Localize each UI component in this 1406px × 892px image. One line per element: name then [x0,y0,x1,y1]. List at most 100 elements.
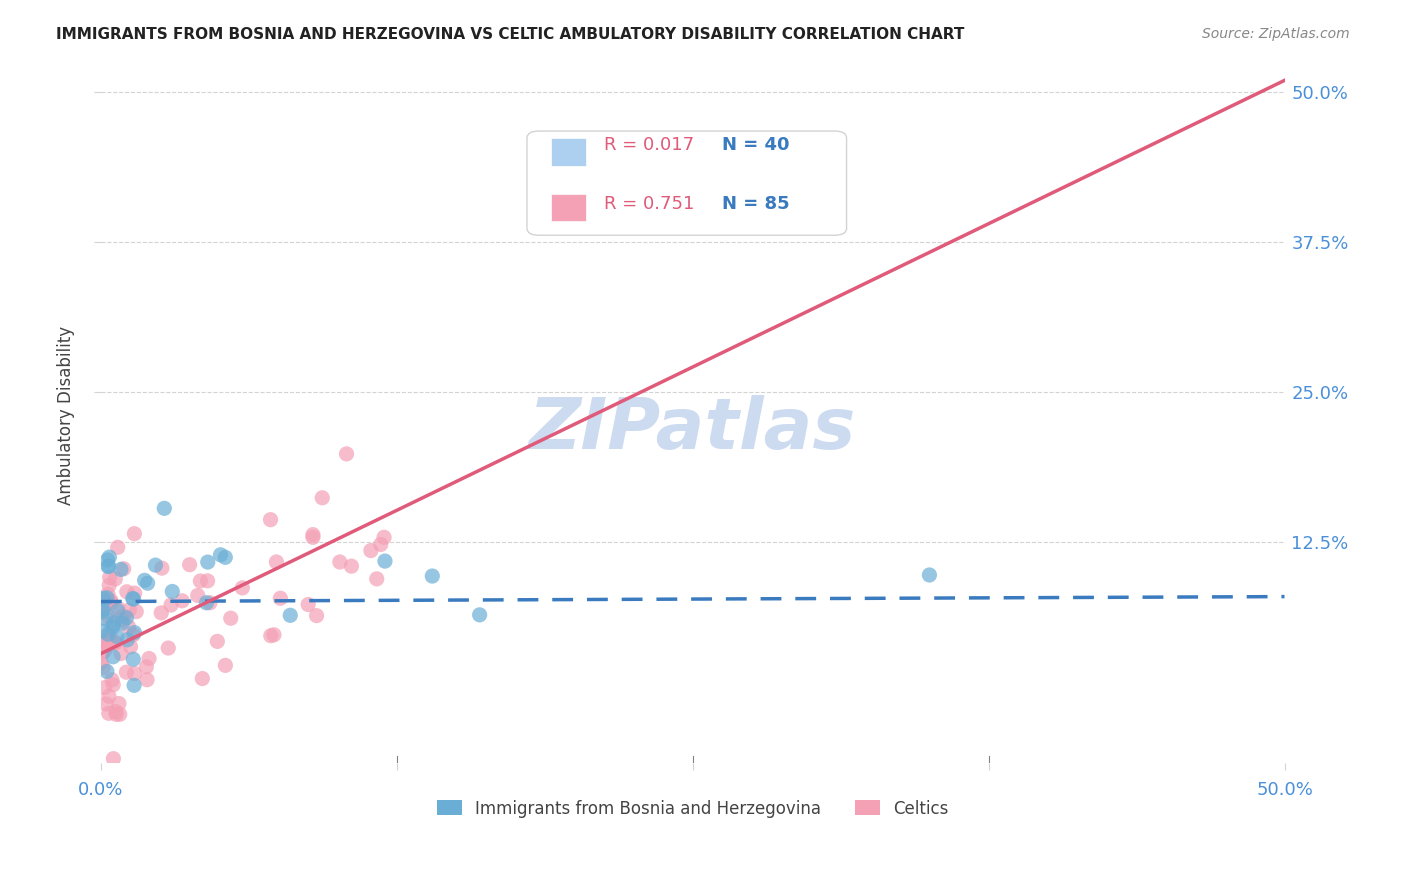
Celtics [260,629,283,643]
Immigrants from Bosnia and Herzegovina [103,615,125,630]
Celtics [107,601,129,615]
Celtics [91,599,114,613]
Celtics [157,641,180,656]
Immigrants from Bosnia and Herzegovina [101,649,124,664]
Celtics [125,605,148,619]
Celtics [297,598,319,612]
Text: N = 40: N = 40 [723,136,790,154]
Immigrants from Bosnia and Herzegovina [122,592,145,607]
Celtics [191,672,214,686]
Celtics [91,660,114,674]
Celtics [179,558,201,572]
Celtics [103,678,125,692]
Celtics [104,705,127,719]
Celtics [150,561,173,575]
Immigrants from Bosnia and Herzegovina [209,548,232,562]
Immigrants from Bosnia and Herzegovina [124,625,146,640]
Immigrants from Bosnia and Herzegovina [91,605,114,619]
Immigrants from Bosnia and Herzegovina [214,550,236,565]
Celtics [112,609,135,624]
Immigrants from Bosnia and Herzegovina [134,574,156,588]
Celtics [266,555,288,569]
Immigrants from Bosnia and Herzegovina [96,612,118,626]
Celtics [115,584,138,599]
Immigrants from Bosnia and Herzegovina [91,591,114,606]
Immigrants from Bosnia and Herzegovina [195,596,218,610]
Celtics [94,598,117,612]
Celtics [329,555,352,569]
Immigrants from Bosnia and Herzegovina [111,615,134,630]
Immigrants from Bosnia and Herzegovina [110,562,132,576]
Celtics [98,570,121,584]
Immigrants from Bosnia and Herzegovina [97,627,120,641]
Celtics [118,620,141,634]
Celtics [122,628,145,642]
Immigrants from Bosnia and Herzegovina [96,553,118,567]
Celtics [110,647,132,661]
Immigrants from Bosnia and Herzegovina [91,602,114,616]
Celtics [136,673,159,687]
Immigrants from Bosnia and Herzegovina [197,555,219,569]
Celtics [124,586,146,600]
Celtics [198,596,221,610]
Bar [551,194,586,221]
Celtics [111,609,134,624]
Celtics [101,673,124,687]
Celtics [373,530,395,544]
Text: IMMIGRANTS FROM BOSNIA AND HERZEGOVINA VS CELTIC AMBULATORY DISABILITY CORRELATI: IMMIGRANTS FROM BOSNIA AND HERZEGOVINA V… [56,27,965,42]
Immigrants from Bosnia and Herzegovina [122,678,145,692]
Celtics [138,651,160,665]
Text: N = 85: N = 85 [723,195,790,213]
Celtics [197,574,219,588]
Bar [551,138,586,166]
Legend: Immigrants from Bosnia and Herzegovina, Celtics: Immigrants from Bosnia and Herzegovina, … [430,793,955,824]
Celtics [108,707,131,722]
Celtics [93,681,115,695]
Celtics [97,690,120,704]
Immigrants from Bosnia and Herzegovina [90,624,112,638]
Immigrants from Bosnia and Herzegovina [145,558,167,573]
Celtics [263,628,285,642]
Celtics [100,596,122,610]
Celtics [187,589,209,603]
Celtics [150,606,173,620]
Celtics [101,617,124,632]
Immigrants from Bosnia and Herzegovina [101,619,124,633]
Immigrants from Bosnia and Herzegovina [96,665,118,679]
Text: Source: ZipAtlas.com: Source: ZipAtlas.com [1202,27,1350,41]
Celtics [160,598,183,612]
Immigrants from Bosnia and Herzegovina [105,630,128,644]
Celtics [90,656,112,670]
Text: ZIPatlas: ZIPatlas [529,395,856,464]
Immigrants from Bosnia and Herzegovina [97,559,120,574]
Celtics [214,658,236,673]
Immigrants from Bosnia and Herzegovina [122,652,145,666]
Celtics [370,537,392,551]
Celtics [98,632,121,647]
Celtics [219,611,242,625]
Text: R = 0.751: R = 0.751 [605,195,695,213]
Immigrants from Bosnia and Herzegovina [374,554,396,568]
Immigrants from Bosnia and Herzegovina [121,591,143,606]
Immigrants from Bosnia and Herzegovina [162,584,184,599]
Immigrants from Bosnia and Herzegovina [136,576,159,591]
Celtics [103,752,125,766]
Text: R = 0.017: R = 0.017 [605,136,695,154]
Celtics [190,574,212,588]
Celtics [98,626,121,640]
Immigrants from Bosnia and Herzegovina [98,550,121,565]
Celtics [311,491,333,505]
Celtics [96,640,118,654]
Immigrants from Bosnia and Herzegovina [115,611,138,625]
Celtics [269,591,291,606]
Celtics [335,447,357,461]
Immigrants from Bosnia and Herzegovina [96,591,118,605]
Immigrants from Bosnia and Herzegovina [117,632,139,647]
Celtics [259,513,281,527]
Immigrants from Bosnia and Herzegovina [420,569,443,583]
Celtics [124,666,146,681]
Celtics [305,608,328,623]
Celtics [207,634,229,648]
Immigrants from Bosnia and Herzegovina [153,501,176,516]
FancyBboxPatch shape [527,131,846,235]
